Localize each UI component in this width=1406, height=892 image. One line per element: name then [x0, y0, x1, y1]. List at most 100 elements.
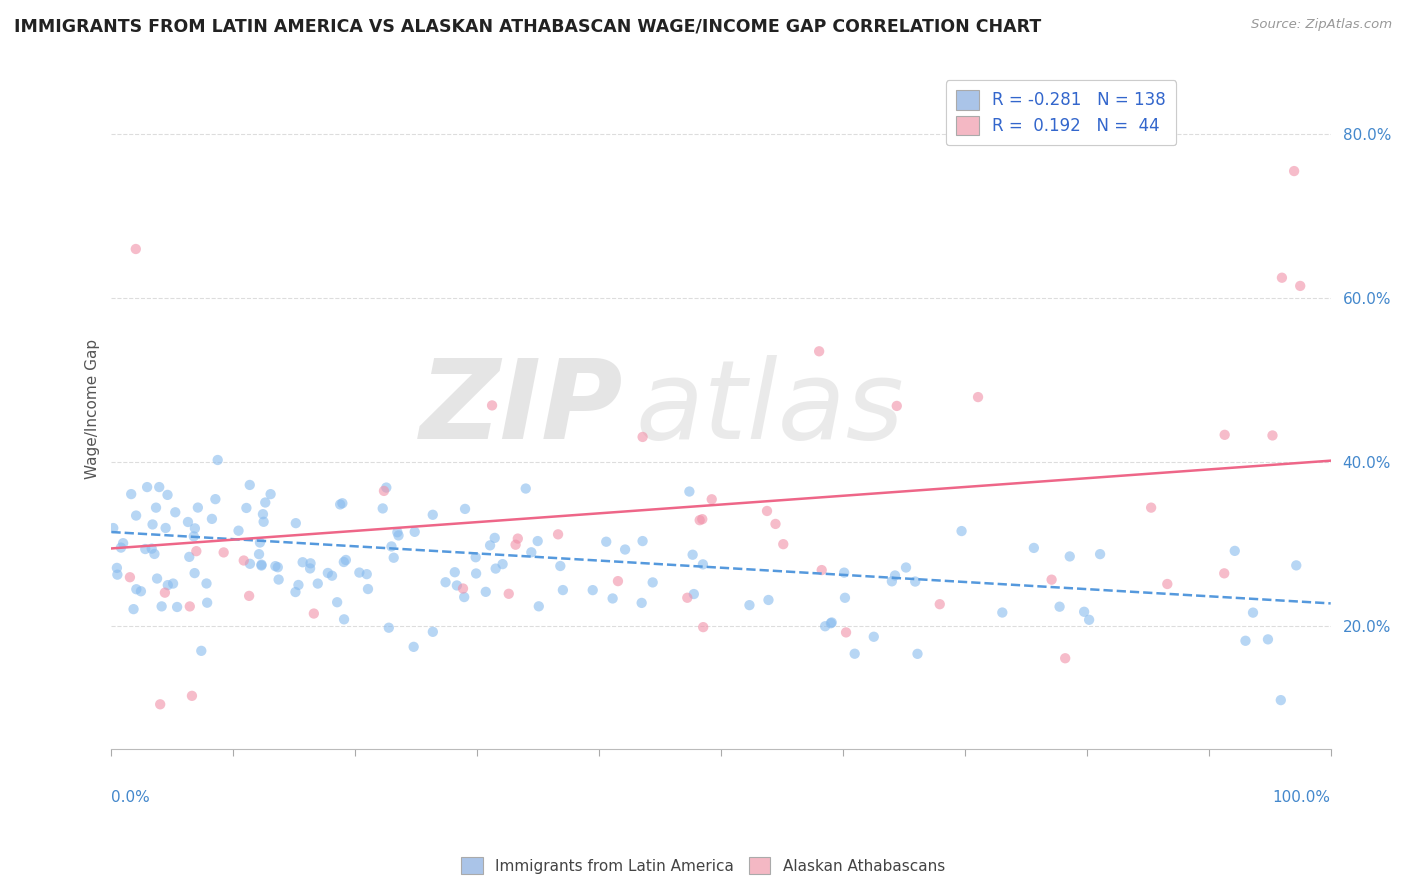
Point — [1285, 558, 1308, 573]
Point — [143, 547, 166, 561]
Point — [249, 535, 271, 549]
Point — [181, 689, 204, 703]
Point — [250, 558, 273, 572]
Point — [820, 616, 842, 631]
Point — [165, 505, 187, 519]
Point — [1156, 577, 1178, 591]
Point — [356, 567, 378, 582]
Point — [179, 599, 201, 614]
Point — [505, 538, 527, 552]
Point — [862, 630, 884, 644]
Point — [195, 576, 218, 591]
Point — [333, 555, 356, 569]
Point — [212, 545, 235, 559]
Point — [156, 488, 179, 502]
Point — [582, 583, 605, 598]
Point — [156, 578, 179, 592]
Point — [547, 527, 569, 541]
Point — [333, 612, 356, 626]
Point — [641, 575, 664, 590]
Point — [692, 558, 714, 572]
Point — [145, 500, 167, 515]
Point — [153, 585, 176, 599]
Point — [382, 550, 405, 565]
Point — [602, 591, 624, 606]
Point — [484, 531, 506, 545]
Point — [1073, 605, 1095, 619]
Point — [232, 553, 254, 567]
Point — [928, 597, 950, 611]
Point — [112, 536, 135, 550]
Point — [122, 602, 145, 616]
Point — [772, 537, 794, 551]
Point — [291, 555, 314, 569]
Point — [166, 599, 188, 614]
Point — [184, 521, 207, 535]
Point — [884, 568, 907, 582]
Point — [136, 480, 159, 494]
Point — [201, 512, 224, 526]
Point — [1223, 544, 1246, 558]
Point — [526, 534, 548, 549]
Point — [756, 504, 779, 518]
Point — [454, 502, 477, 516]
Point — [967, 390, 990, 404]
Point — [1241, 606, 1264, 620]
Point — [118, 570, 141, 584]
Point — [330, 496, 353, 510]
Point — [329, 498, 352, 512]
Legend: R = -0.281   N = 138, R =  0.192   N =  44: R = -0.281 N = 138, R = 0.192 N = 44 — [946, 80, 1175, 145]
Point — [682, 587, 704, 601]
Point — [134, 542, 156, 557]
Point — [631, 534, 654, 549]
Point — [700, 492, 723, 507]
Point — [204, 492, 226, 507]
Point — [451, 582, 474, 596]
Point — [631, 430, 654, 444]
Point — [844, 647, 866, 661]
Point — [630, 596, 652, 610]
Point — [239, 557, 262, 571]
Point — [894, 560, 917, 574]
Point — [1078, 613, 1101, 627]
Point — [814, 619, 837, 633]
Point — [886, 399, 908, 413]
Point — [284, 516, 307, 531]
Point — [738, 598, 761, 612]
Point — [162, 576, 184, 591]
Text: 100.0%: 100.0% — [1272, 790, 1330, 805]
Point — [1054, 651, 1077, 665]
Point — [485, 561, 508, 575]
Point — [307, 576, 329, 591]
Point — [689, 513, 711, 527]
Point — [835, 625, 858, 640]
Point — [267, 573, 290, 587]
Point — [264, 559, 287, 574]
Point — [129, 584, 152, 599]
Point — [125, 242, 148, 256]
Point — [177, 515, 200, 529]
Y-axis label: Wage/Income Gap: Wage/Income Gap — [86, 339, 100, 479]
Point — [404, 524, 426, 539]
Point — [1257, 632, 1279, 647]
Point — [692, 620, 714, 634]
Point — [235, 500, 257, 515]
Point — [880, 574, 903, 589]
Point — [335, 553, 357, 567]
Point — [434, 575, 457, 590]
Point — [443, 566, 465, 580]
Point — [465, 566, 488, 581]
Point — [103, 521, 125, 535]
Point — [238, 589, 260, 603]
Point — [595, 534, 617, 549]
Point — [991, 606, 1014, 620]
Point — [678, 484, 700, 499]
Text: atlas: atlas — [636, 356, 904, 462]
Point — [299, 557, 322, 571]
Point — [550, 559, 572, 574]
Point — [422, 624, 444, 639]
Point — [1059, 549, 1081, 564]
Point — [464, 550, 486, 565]
Point — [1049, 599, 1071, 614]
Point — [515, 482, 537, 496]
